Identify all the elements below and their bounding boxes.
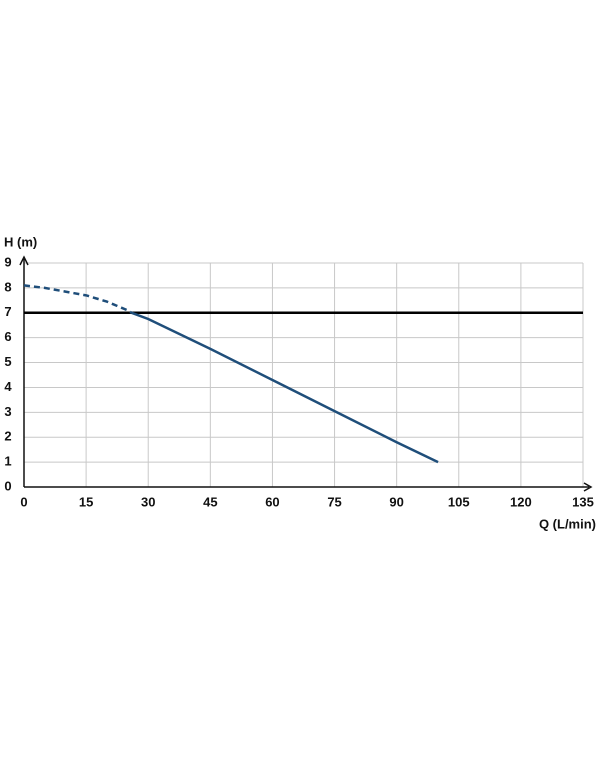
x-tick-label: 120 xyxy=(510,494,532,509)
x-tick-label: 0 xyxy=(20,494,27,509)
x-tick-label: 60 xyxy=(265,494,279,509)
curve xyxy=(23,284,133,314)
x-axis-label: Q (L/min) xyxy=(539,516,596,531)
x-axis-arrow xyxy=(583,482,593,492)
y-tick-label: 4 xyxy=(4,379,12,394)
y-tick-label: 5 xyxy=(4,354,11,369)
x-tick-label: 30 xyxy=(141,494,155,509)
x-tick-label: 45 xyxy=(203,494,217,509)
x-tick-label: 90 xyxy=(389,494,403,509)
x-tick-label: 135 xyxy=(572,494,594,509)
curve xyxy=(131,311,439,464)
y-tick-label: 1 xyxy=(4,454,11,469)
y-tick-label: 8 xyxy=(4,279,11,294)
y-tick-label: 2 xyxy=(4,429,11,444)
y-axis-arrow xyxy=(19,255,29,266)
y-tick-label: 3 xyxy=(4,404,11,419)
y-axis-label: H (m) xyxy=(4,234,37,249)
x-tick-label: 105 xyxy=(448,494,470,509)
y-tick-label: 6 xyxy=(4,329,11,344)
x-tick-label: 15 xyxy=(79,494,93,509)
x-tick-label: 75 xyxy=(327,494,341,509)
y-tick-label: 9 xyxy=(4,254,11,269)
y-tick-label: 7 xyxy=(4,304,11,319)
y-tick-label: 0 xyxy=(4,478,11,493)
